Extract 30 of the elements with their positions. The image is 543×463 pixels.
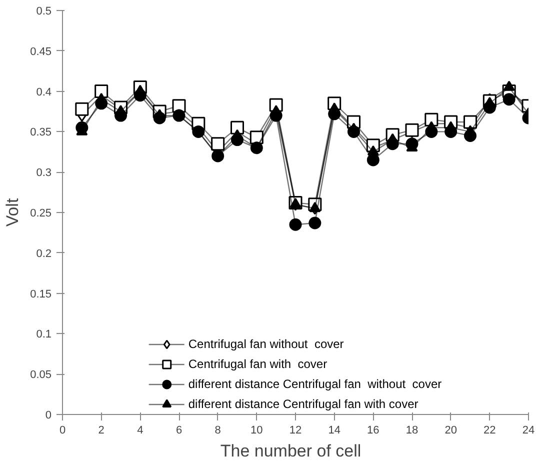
x-tick-label: 6: [176, 424, 182, 436]
legend-label: different distance Centrifugal fan without cover: [188, 377, 442, 391]
x-tick-label: 2: [98, 424, 104, 436]
y-tick-label: 0.45: [30, 46, 52, 58]
x-tick-label: 18: [406, 424, 418, 436]
x-tick-label: 20: [444, 424, 457, 436]
x-tick-label: 12: [289, 424, 302, 436]
y-tick-label: 0.1: [36, 328, 52, 341]
x-axis-title: The number of cell: [220, 442, 362, 460]
y-tick-label: 0.4: [36, 86, 52, 98]
y-tick-label: 0.25: [30, 208, 52, 220]
y-tick-label: 0.3: [36, 167, 52, 180]
x-tick-label: 0: [59, 424, 66, 436]
x-tick-label: 24: [522, 424, 535, 436]
x-tick-label: 4: [137, 424, 144, 436]
legend-label: Centrifugal fan without cover: [188, 337, 344, 351]
y-tick-label: 0.15: [30, 288, 52, 300]
y-tick-label: 0.2: [36, 248, 52, 260]
x-tick-label: 14: [328, 424, 340, 436]
y-tick-label: 0: [45, 410, 52, 422]
x-tick-label: 16: [367, 424, 380, 436]
legend-label: Centrifugal fan with cover: [188, 357, 328, 371]
x-tick-label: 22: [484, 424, 496, 436]
x-tick-label: 10: [250, 424, 263, 436]
y-axis-title: Volt: [3, 198, 22, 227]
y-tick-label: 0.35: [30, 126, 52, 139]
x-tick-label: 8: [214, 424, 221, 436]
y-tick-label: 0.5: [36, 6, 52, 18]
y-tick-label: 0.05: [30, 369, 52, 382]
legend-label: different distance Centrifugal fan with cover: [188, 397, 418, 411]
